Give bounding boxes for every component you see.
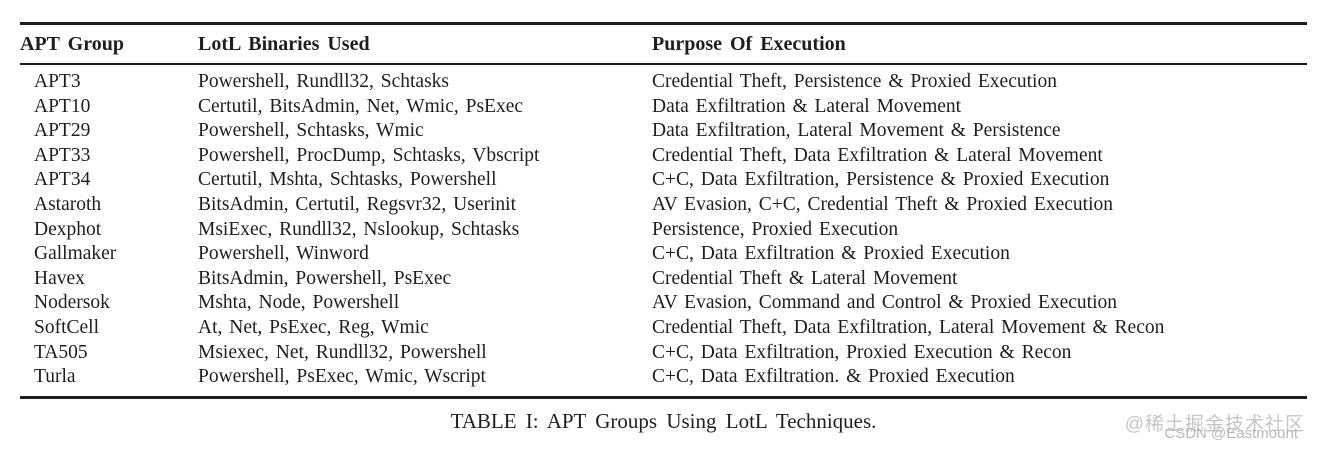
cell-purpose: Credential Theft, Data Exfiltration, Lat… <box>652 316 1165 338</box>
table-row: Astaroth BitsAdmin, Certutil, Regsvr32, … <box>20 193 1307 218</box>
cell-binaries: Powershell, PsExec, Wmic, Wscript <box>198 366 486 388</box>
cell-purpose: Data Exfiltration & Lateral Movement <box>652 95 962 117</box>
cell-group: APT34 <box>34 169 91 191</box>
cell-purpose: C+C, Data Exfiltration, Persistence & Pr… <box>652 169 1110 191</box>
table-row: APT33 Powershell, ProcDump, Schtasks, Vb… <box>20 144 1307 169</box>
cell-binaries: Powershell, ProcDump, Schtasks, Vbscript <box>198 144 540 166</box>
cell-group: Astaroth <box>34 193 102 215</box>
cell-binaries: BitsAdmin, Powershell, PsExec <box>198 267 452 289</box>
header-apt-group: APT Group <box>20 23 198 65</box>
cell-group: Nodersok <box>34 292 110 314</box>
table-row: APT29 Powershell, Schtasks, Wmic Data Ex… <box>20 119 1307 144</box>
cell-binaries: Certutil, BitsAdmin, Net, Wmic, PsExec <box>198 95 524 117</box>
cell-group: Turla <box>34 366 76 388</box>
table-row: APT10 Certutil, BitsAdmin, Net, Wmic, Ps… <box>20 95 1307 120</box>
cell-purpose: C+C, Data Exfiltration. & Proxied Execut… <box>652 366 1015 388</box>
header-row: APT Group LotL Binaries Used Purpose Of … <box>20 23 1307 65</box>
cell-binaries: Mshta, Node, Powershell <box>198 292 400 314</box>
table-row: Havex BitsAdmin, Powershell, PsExec Cred… <box>20 267 1307 292</box>
cell-binaries: Powershell, Winword <box>198 243 369 265</box>
table-body: APT3 Powershell, Rundll32, Schtasks Cred… <box>20 64 1307 397</box>
cell-purpose: AV Evasion, C+C, Credential Theft & Prox… <box>652 193 1113 215</box>
cell-binaries: BitsAdmin, Certutil, Regsvr32, Userinit <box>198 193 516 215</box>
cell-purpose: Credential Theft & Lateral Movement <box>652 267 958 289</box>
cell-binaries: Powershell, Rundll32, Schtasks <box>198 71 449 92</box>
header-binaries: LotL Binaries Used <box>198 23 652 65</box>
cell-group: APT10 <box>34 95 91 117</box>
table-row: Dexphot MsiExec, Rundll32, Nslookup, Sch… <box>20 218 1307 243</box>
cell-binaries: Certutil, Mshta, Schtasks, Powershell <box>198 169 497 191</box>
cell-purpose: C+C, Data Exfiltration, Proxied Executio… <box>652 341 1072 363</box>
table-row: APT34 Certutil, Mshta, Schtasks, Powersh… <box>20 168 1307 193</box>
table-row: TA505 Msiexec, Net, Rundll32, Powershell… <box>20 341 1307 366</box>
table-row: Gallmaker Powershell, Winword C+C, Data … <box>20 242 1307 267</box>
apt-lotl-table: APT Group LotL Binaries Used Purpose Of … <box>20 22 1307 399</box>
header-purpose: Purpose Of Execution <box>652 23 1307 65</box>
cell-binaries: Powershell, Schtasks, Wmic <box>198 120 424 142</box>
cell-group: TA505 <box>34 341 88 363</box>
cell-purpose: Credential Theft, Persistence & Proxied … <box>652 71 1057 92</box>
table-row: Nodersok Mshta, Node, Powershell AV Evas… <box>20 291 1307 316</box>
cell-group: Havex <box>34 267 85 289</box>
table-caption: TABLE I: APT Groups Using LotL Technique… <box>450 409 877 433</box>
cell-group: Dexphot <box>34 218 102 240</box>
cell-purpose: C+C, Data Exfiltration & Proxied Executi… <box>652 243 1010 265</box>
cell-purpose: AV Evasion, Command and Control & Proxie… <box>652 292 1117 314</box>
cell-purpose: Data Exfiltration, Lateral Movement & Pe… <box>652 120 1061 142</box>
cell-purpose: Credential Theft, Data Exfiltration & La… <box>652 144 1103 166</box>
cell-group: SoftCell <box>34 316 100 338</box>
table-row: Turla Powershell, PsExec, Wmic, Wscript … <box>20 365 1307 397</box>
cell-binaries: Msiexec, Net, Rundll32, Powershell <box>198 341 487 363</box>
cell-binaries: MsiExec, Rundll32, Nslookup, Schtasks <box>198 218 520 240</box>
table-header: APT Group LotL Binaries Used Purpose Of … <box>20 23 1307 65</box>
table-row: APT3 Powershell, Rundll32, Schtasks Cred… <box>20 64 1307 95</box>
cell-binaries: At, Net, PsExec, Reg, Wmic <box>198 316 429 338</box>
cell-group: APT29 <box>34 120 91 142</box>
table-row: SoftCell At, Net, PsExec, Reg, Wmic Cred… <box>20 316 1307 341</box>
apt-lotl-table-container: APT Group LotL Binaries Used Purpose Of … <box>20 22 1307 399</box>
cell-group: Gallmaker <box>34 243 117 265</box>
cell-purpose: Persistence, Proxied Execution <box>652 218 899 240</box>
cell-group: APT3 <box>34 71 81 92</box>
cell-group: APT33 <box>34 144 91 166</box>
